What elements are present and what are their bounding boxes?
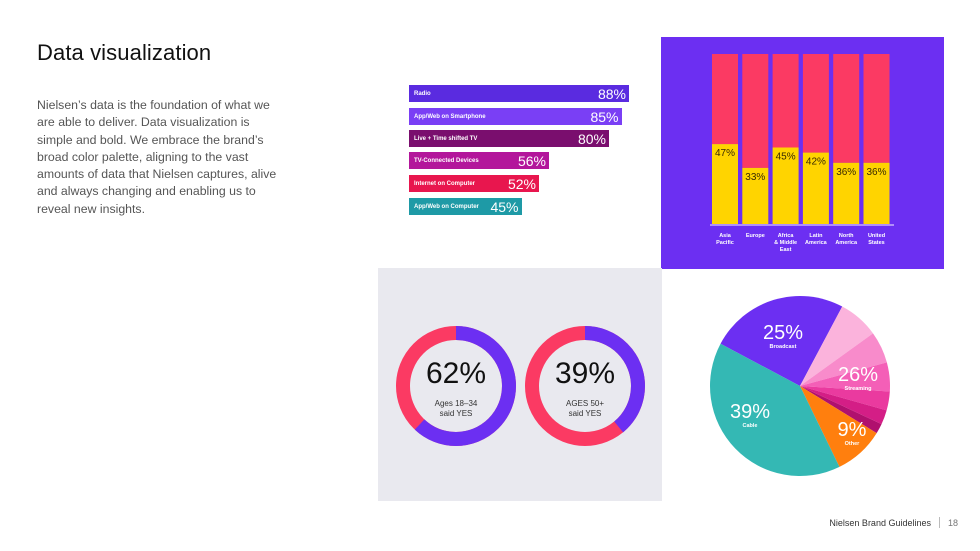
stacked-bar-chart: 47% Asia Pacific 33% Europe 45% Africa & Middle…: [661, 37, 944, 269]
bar-value: 52%: [507, 175, 536, 192]
bar-row: App/Web on Computer 45%: [409, 198, 522, 215]
category-label: North: [839, 233, 854, 239]
slice-broadcast: [720, 296, 843, 386]
category-label: East: [780, 247, 792, 253]
bar-value-label: 36%: [866, 167, 886, 178]
bar-label: Radio: [414, 90, 431, 97]
footer: Nielsen Brand Guidelines 18: [829, 517, 958, 528]
pie-label-cable: 39% Cable: [729, 401, 771, 429]
bar-value: 88%: [597, 85, 626, 102]
bar-value-label: 45%: [776, 152, 796, 163]
bar-value-label: 36%: [836, 167, 856, 178]
bar-remainder: [802, 54, 829, 153]
intro-paragraph: Nielsen’s data is the foundation of what…: [37, 98, 277, 216]
bar-yes: [742, 167, 769, 224]
donut-caption: Ages 18–34 said YES: [434, 399, 478, 418]
bar-remainder: [742, 54, 769, 168]
bar-remainder: [863, 54, 890, 163]
donut-chart-panel: 62% Ages 18–34 said YES 39% AGES 50+ said YES: [378, 268, 662, 501]
donut-caption: AGES 50+ said YES: [565, 399, 605, 418]
category-label: Europe: [746, 233, 765, 239]
bar-yes: [772, 147, 799, 224]
bar-row: App/Web on Smartphone 85%: [409, 108, 622, 125]
page-number: 18: [947, 517, 958, 528]
category-label: United: [868, 233, 885, 239]
pie-label-broadcast: 25% Broadcast: [762, 322, 804, 350]
slice-other: [800, 386, 877, 467]
donut-chart: 39% AGES 50+ said YES: [524, 325, 646, 447]
slice-streaming: [800, 362, 890, 392]
donut-percent: 62%: [425, 357, 487, 390]
bar-label: App/Web on Smartphone: [414, 113, 486, 120]
pie-label-other: 9% Other: [837, 419, 867, 447]
slice-streaming: [800, 386, 882, 434]
page-title: Data visualization: [37, 40, 212, 65]
pie-label-streaming: 26% Streaming: [837, 364, 879, 392]
bar-value-label: 42%: [806, 157, 826, 168]
bar-value-label: 33%: [745, 172, 765, 183]
category-label: Pacific: [716, 240, 734, 246]
category-label: & Middle: [774, 240, 797, 246]
category-label: Asia: [719, 233, 732, 239]
slice-cable: [710, 343, 840, 476]
horizontal-bar-chart: Radio 88% App/Web on Smartphone 85% Live + T…: [409, 85, 639, 220]
bar-yes: [863, 162, 890, 224]
bar-remainder: [772, 54, 799, 148]
donut-yes: [396, 326, 516, 446]
bar-value: 56%: [517, 152, 546, 169]
bar-remainder: [712, 54, 738, 145]
donut-yes: [525, 326, 645, 446]
bar-value: 85%: [590, 108, 619, 125]
pie-svg: [710, 296, 890, 476]
bar-label: App/Web on Computer: [414, 203, 479, 210]
bar-remainder: [833, 54, 860, 163]
category-label: America: [835, 240, 858, 246]
category-label: States: [868, 240, 885, 246]
bar-label: TV-Connected Devices: [414, 157, 479, 164]
donut-percent: 39%: [554, 357, 616, 390]
bar-yes: [712, 144, 738, 224]
donut-chart: 62% Ages 18–34 said YES: [395, 325, 517, 447]
footer-brand: Nielsen Brand Guidelines: [829, 517, 931, 528]
footer-divider: [938, 517, 940, 528]
slice-streaming: [800, 386, 890, 411]
category-label: America: [805, 240, 828, 246]
slice-streaming: [800, 333, 887, 386]
bar-row: Internet on Computer 52%: [409, 175, 539, 192]
bar-label: Live + Time shifted TV: [414, 135, 478, 142]
bar-yes: [833, 162, 860, 224]
category-label: Latin: [809, 233, 823, 239]
category-label: Africa: [778, 233, 795, 239]
bar-value: 80%: [577, 130, 606, 147]
bar-value-label: 47%: [715, 148, 735, 159]
slice-streaming: [800, 386, 887, 425]
bar-yes: [802, 152, 829, 224]
bar-row: Radio 88%: [409, 85, 629, 102]
bar-row: TV-Connected Devices 56%: [409, 152, 549, 169]
bar-label: Internet on Computer: [414, 180, 475, 187]
slice-streaming: [800, 306, 874, 386]
pie-chart: 25% Broadcast 26% Streaming 9% Other 39% Cable: [700, 290, 900, 490]
bar-value: 45%: [490, 198, 519, 215]
bar-row: Live + Time shifted TV 80%: [409, 130, 609, 147]
